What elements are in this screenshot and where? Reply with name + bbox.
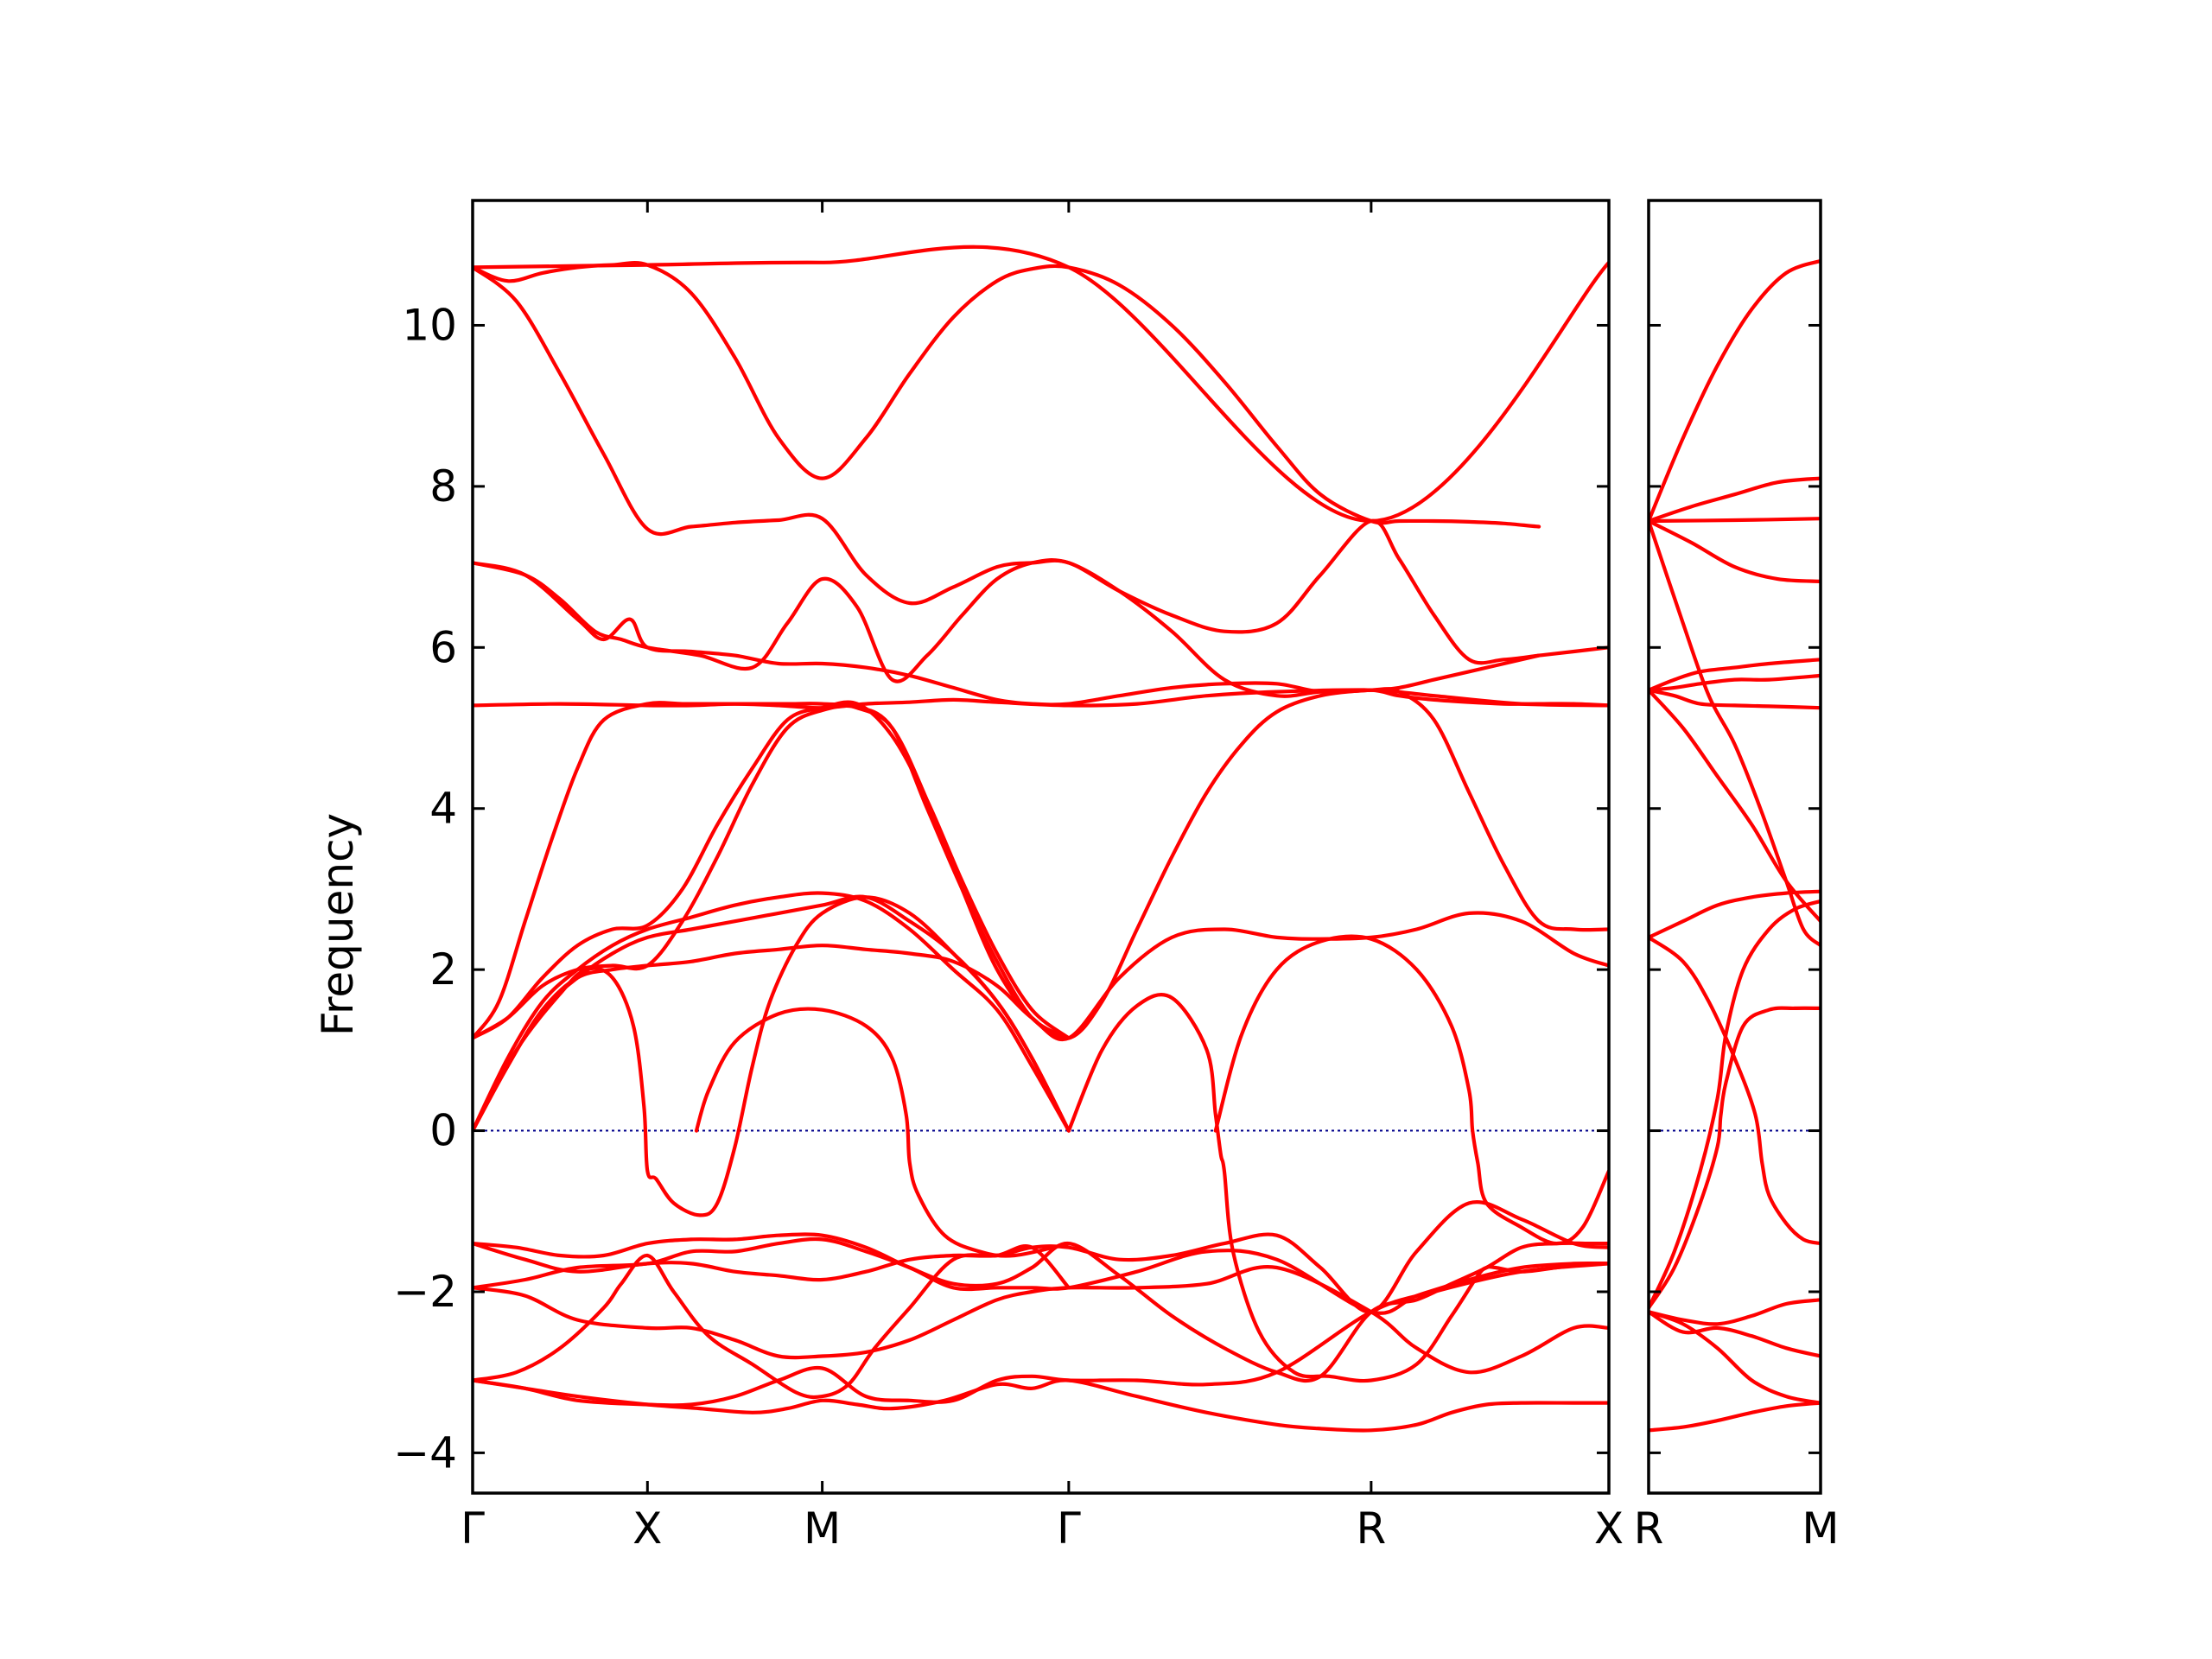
band-side-10 — [1649, 889, 1821, 939]
bands-main — [473, 245, 1609, 1433]
band-main-7 — [473, 687, 1609, 1040]
band-main-23 — [473, 1378, 1609, 1433]
band-main-16 — [1213, 934, 1609, 1246]
x-tick-label: R — [1634, 1503, 1664, 1554]
band-main-15 — [694, 1007, 1071, 1258]
band-side-2 — [1649, 476, 1821, 524]
band-side-7 — [1649, 673, 1821, 692]
band-main-17 — [473, 1232, 1609, 1383]
y-tick-label: −2 — [393, 1267, 457, 1317]
band-main-14 — [1066, 993, 1609, 1383]
panel-main: −4 −2 0 2 4 6 8 10 Γ X M Γ R X — [393, 199, 1624, 1554]
x-tick-label: Γ — [461, 1503, 485, 1554]
y-tick-label: 4 — [429, 784, 457, 834]
band-side-8 — [1649, 688, 1821, 710]
band-side-4 — [1649, 518, 1821, 583]
band-main-10 — [473, 911, 1609, 1133]
band-main-11 — [473, 891, 1071, 1133]
y-tick-label: 10 — [402, 300, 457, 350]
band-side-6 — [1649, 658, 1821, 692]
y-tick-label: 2 — [429, 944, 457, 995]
band-main-3 — [473, 260, 1541, 529]
plot-frame-main — [471, 199, 1611, 1495]
x-tick-label: M — [1802, 1503, 1839, 1554]
x-tick-label: X — [1594, 1503, 1624, 1554]
band-side-17 — [1649, 1401, 1821, 1433]
y-axis-label: Frequency — [313, 813, 363, 1036]
band-main-2 — [473, 265, 1609, 665]
x-tick-label: R — [1356, 1503, 1386, 1554]
x-tick-label: X — [632, 1503, 662, 1554]
y-tick-label: 0 — [429, 1106, 457, 1156]
band-side-3 — [1649, 517, 1821, 524]
band-side-5 — [1649, 518, 1821, 948]
band-side-15 — [1649, 1310, 1821, 1358]
band-side-13 — [1649, 899, 1821, 1310]
y-tick-label: 8 — [429, 461, 457, 512]
x-tick-label: M — [804, 1503, 841, 1554]
band-main-20 — [473, 1265, 1609, 1375]
y-tick-label: 6 — [429, 622, 457, 672]
band-main-4 — [473, 561, 1541, 707]
plot-frame-side — [1647, 199, 1822, 1495]
band-side-16 — [1649, 1310, 1821, 1405]
band-main-18 — [473, 1200, 1609, 1314]
band-main-1 — [473, 245, 1609, 524]
band-main-13 — [473, 895, 1071, 1217]
band-side-9 — [1649, 688, 1821, 924]
band-side-12 — [1649, 1006, 1821, 1310]
band-side-1 — [1649, 258, 1821, 524]
x-tick-label: Γ — [1057, 1503, 1081, 1554]
y-tick-label: −4 — [393, 1427, 457, 1478]
band-side-14 — [1649, 1298, 1821, 1326]
bands-side — [1649, 258, 1821, 1433]
band-main-5 — [473, 558, 1609, 708]
band-main-8 — [473, 700, 1071, 1040]
band-side-11 — [1649, 935, 1821, 1246]
